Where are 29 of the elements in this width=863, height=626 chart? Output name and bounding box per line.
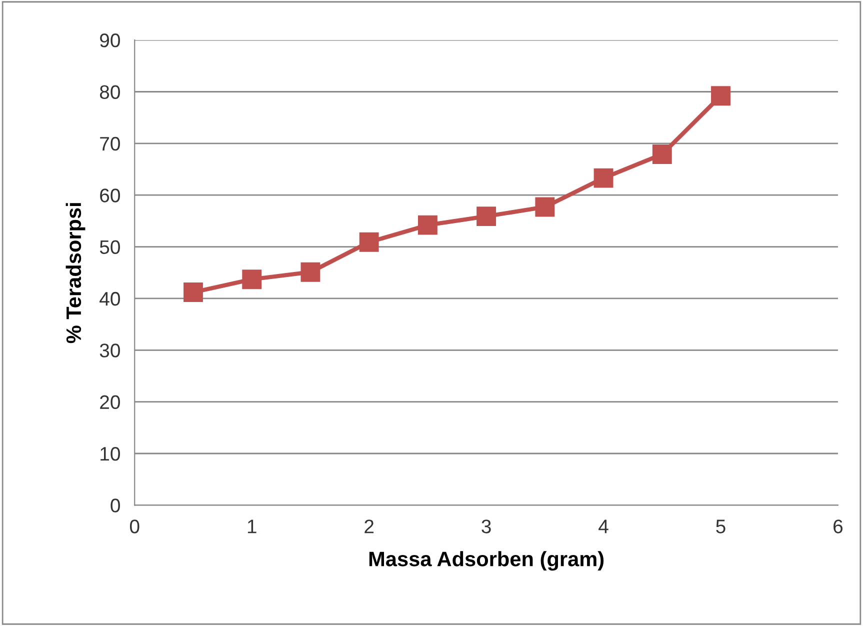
x-tick-label: 3	[482, 520, 491, 534]
x-tick-label: 0	[130, 520, 140, 534]
point	[594, 168, 614, 188]
y-tick-label: 0	[110, 498, 120, 512]
point	[184, 282, 203, 302]
point	[652, 144, 672, 164]
x-tick-label: 1	[248, 520, 256, 534]
y-tick-label: 40	[100, 292, 120, 306]
point	[476, 206, 496, 226]
y-tick-label: 70	[100, 136, 120, 151]
y-tick-label: 20	[100, 395, 120, 410]
y-tick-label: 30	[100, 344, 120, 358]
point	[418, 215, 438, 235]
x-tick-label: 2	[364, 520, 374, 534]
point	[300, 262, 320, 282]
x-tick-label: 4	[598, 520, 608, 534]
x-tick-label: 6	[834, 520, 843, 534]
point	[359, 232, 379, 252]
y-tick-label: 60	[100, 188, 120, 202]
y-tick-label: 50	[100, 240, 120, 254]
point	[535, 197, 555, 217]
x-axis-title: Massa Adsorben (gram)	[369, 551, 604, 571]
point	[711, 86, 730, 106]
y-axis-title: % Teradsorpsi	[66, 203, 86, 344]
y-tick-label: 80	[100, 85, 120, 99]
y-tick-label: 90	[100, 34, 120, 48]
point	[242, 270, 262, 290]
y-tick-label: 10	[100, 446, 120, 461]
x-tick-label: 5	[716, 520, 726, 534]
